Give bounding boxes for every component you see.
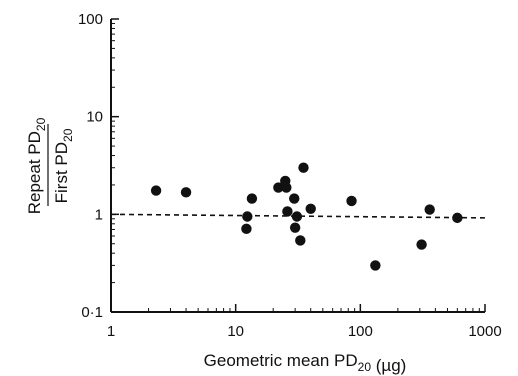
data-point bbox=[282, 206, 293, 217]
y-tick-label: 1 bbox=[95, 206, 103, 223]
data-point bbox=[246, 193, 258, 204]
data-point bbox=[416, 239, 427, 250]
data-point bbox=[150, 185, 162, 196]
data-point bbox=[295, 235, 306, 246]
x-tick-label: 100 bbox=[348, 323, 373, 340]
data-point bbox=[298, 162, 309, 173]
y-tick-label: 0·1 bbox=[81, 304, 103, 321]
data-points bbox=[150, 162, 463, 271]
data-point bbox=[273, 182, 284, 193]
data-point bbox=[370, 260, 381, 271]
y-tick-label: 10 bbox=[86, 109, 103, 126]
x-tick-label: 10 bbox=[227, 323, 244, 340]
y-tick-label: 100 bbox=[78, 11, 103, 28]
data-point bbox=[241, 223, 252, 235]
x-tick-label: 1 bbox=[107, 323, 115, 340]
axes bbox=[110, 19, 485, 313]
data-point bbox=[281, 182, 292, 193]
data-point bbox=[305, 203, 316, 214]
data-point bbox=[291, 211, 303, 222]
data-point bbox=[289, 222, 301, 233]
y-axis-label: Repeat PD20First PD20 bbox=[25, 117, 75, 214]
data-point bbox=[452, 212, 463, 224]
x-axis-label: Geometric mean PD20 (µg) bbox=[204, 351, 407, 375]
data-point bbox=[424, 204, 435, 215]
x-tick-label: 1000 bbox=[468, 323, 501, 340]
data-point bbox=[180, 187, 192, 198]
data-point bbox=[346, 195, 357, 207]
data-point bbox=[242, 211, 253, 222]
data-point bbox=[289, 193, 300, 204]
